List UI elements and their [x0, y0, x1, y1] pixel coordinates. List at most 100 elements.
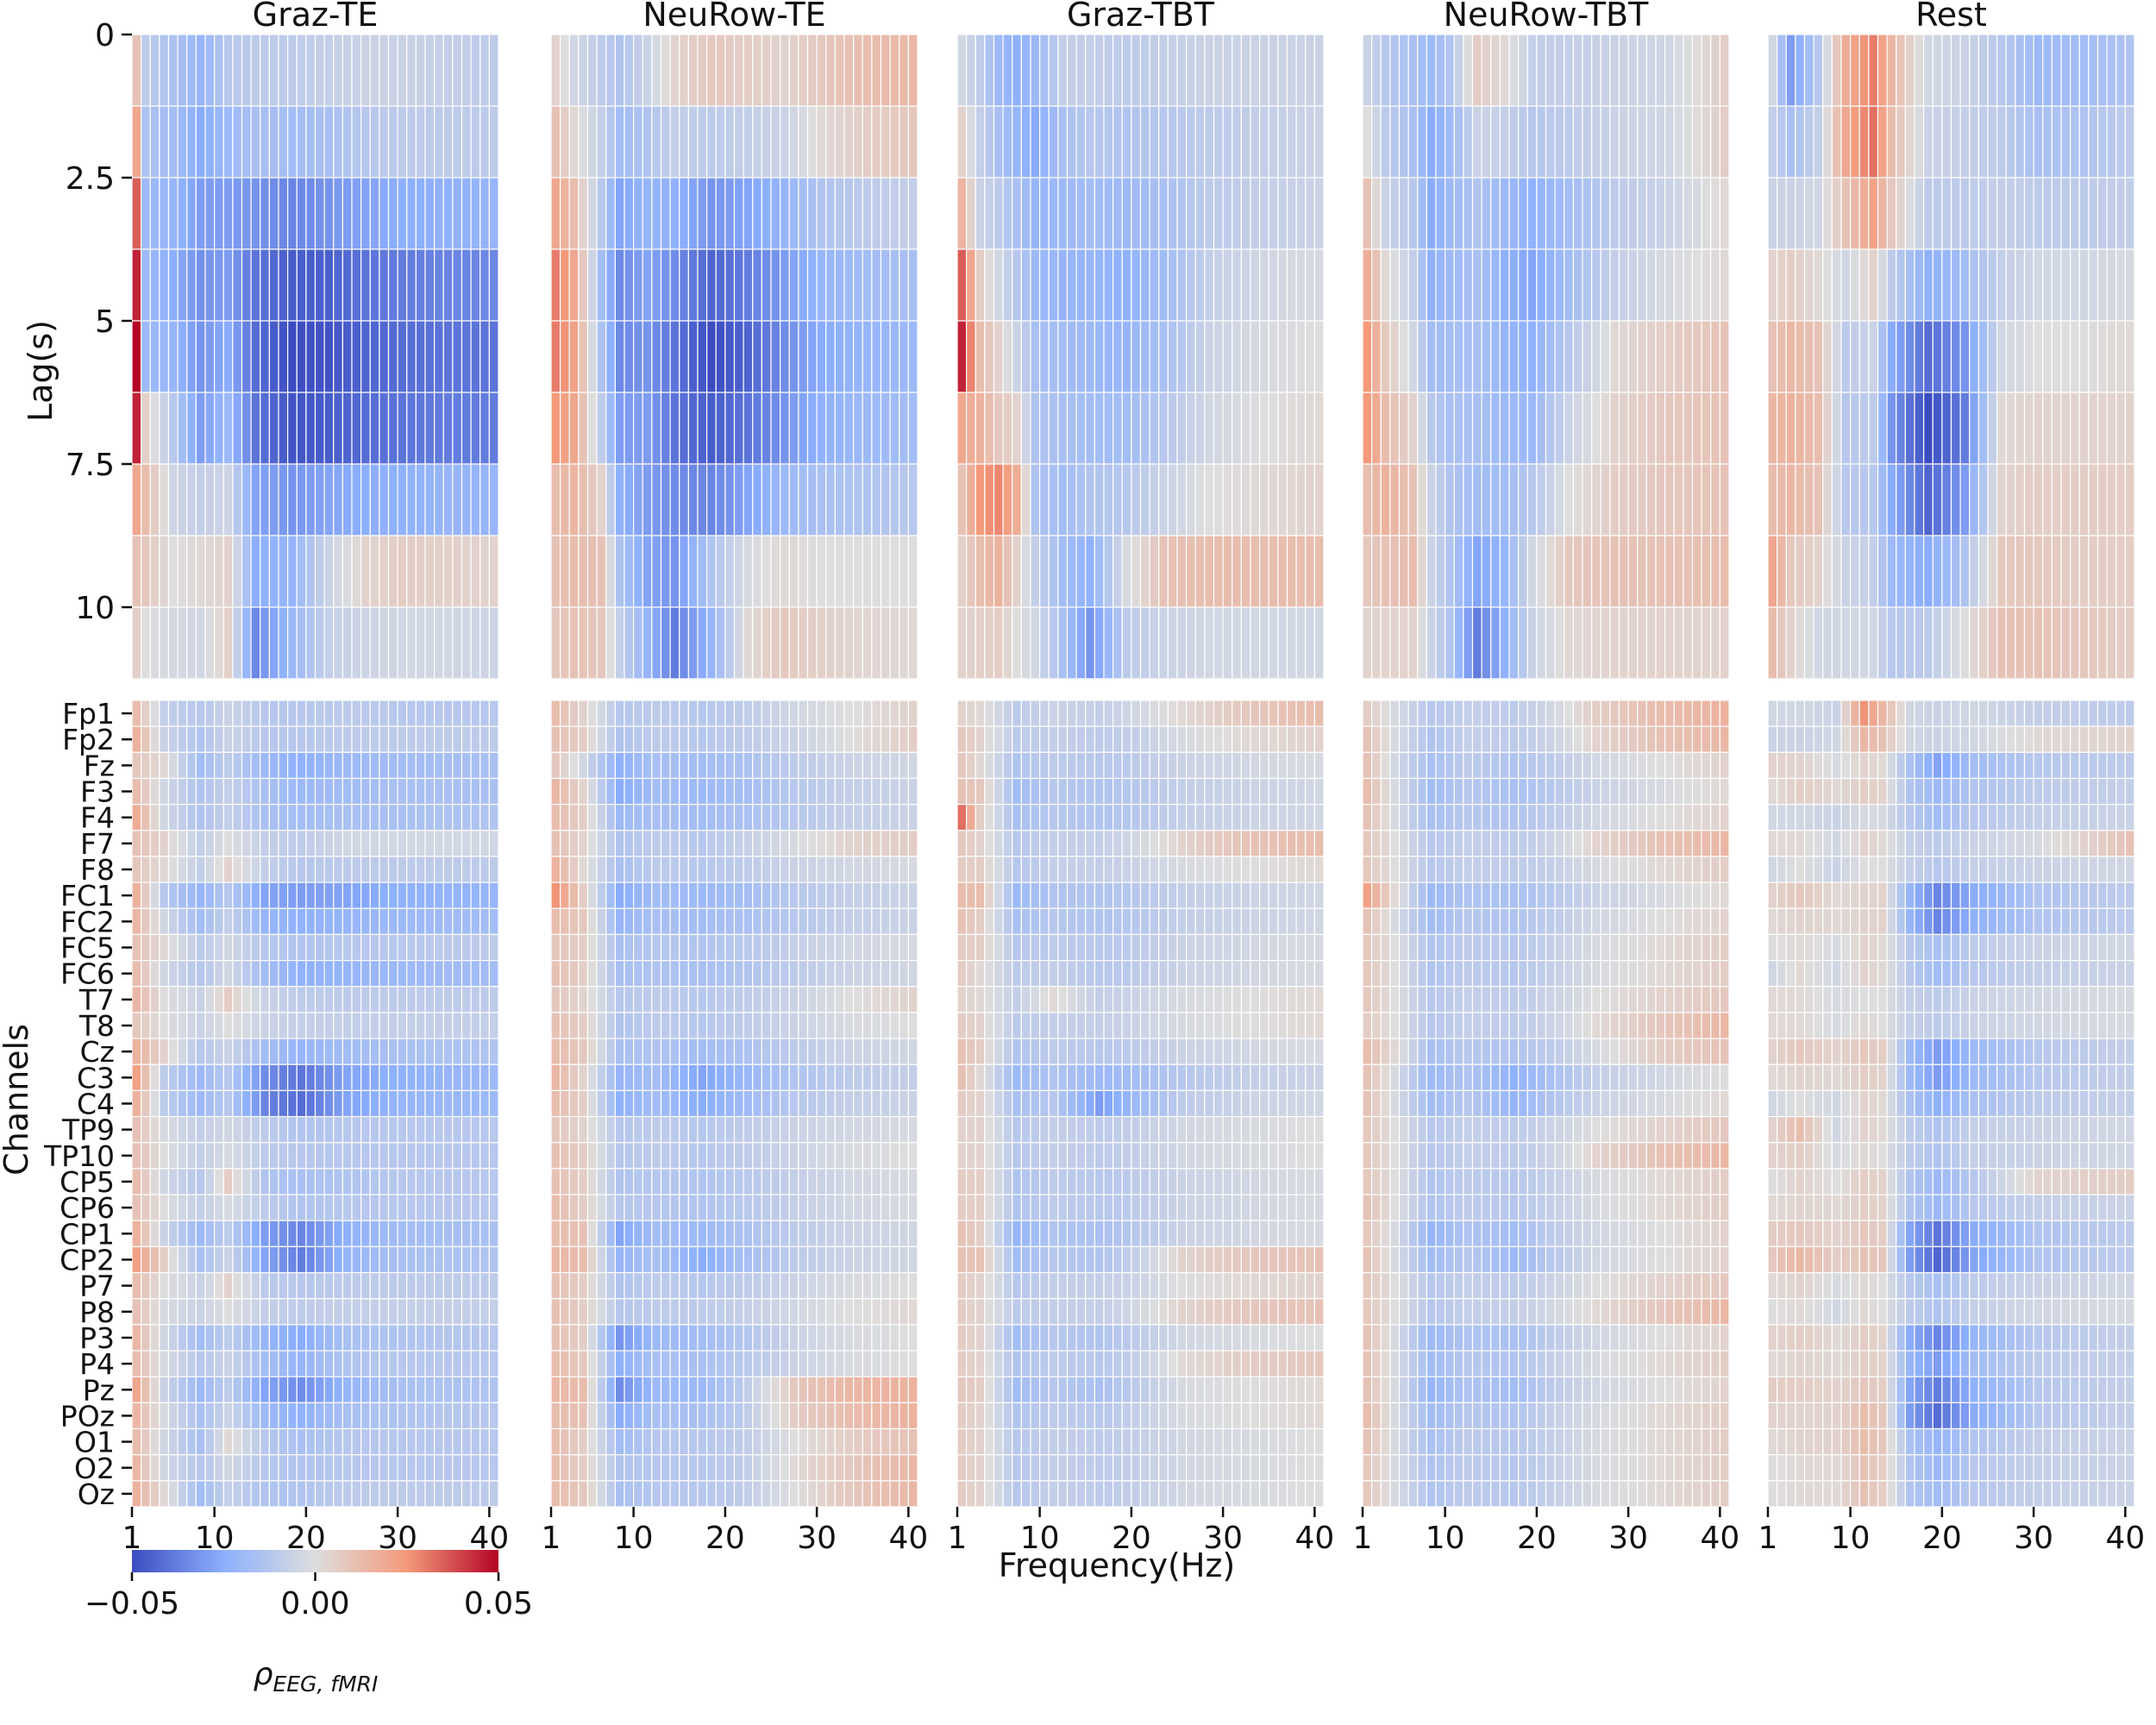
channel-cell	[1158, 1038, 1169, 1065]
channel-cell	[268, 1402, 279, 1430]
lag-cell	[1066, 248, 1077, 322]
channel-cell	[214, 1194, 224, 1221]
channel-cell	[578, 1012, 589, 1039]
channel-cell	[780, 1089, 790, 1118]
channel-cell	[305, 1142, 317, 1170]
channel-cell	[333, 856, 343, 883]
channel-cell	[743, 1038, 754, 1065]
channel-cell	[397, 1454, 408, 1482]
channel-cell	[899, 1402, 909, 1430]
channel-cell	[966, 1115, 976, 1144]
channel-cell	[578, 1402, 589, 1430]
channel-cell	[687, 1168, 699, 1195]
lag-cell	[2042, 392, 2053, 465]
lag-cell	[853, 463, 863, 536]
lag-cell	[360, 177, 371, 250]
channel-cell	[470, 1142, 481, 1170]
channel-cell	[1295, 751, 1307, 780]
lag-cell	[889, 606, 900, 680]
channel-cell	[1121, 1038, 1132, 1065]
channel-cell	[250, 1245, 261, 1274]
channel-cell	[342, 856, 353, 883]
channel-cell	[633, 1194, 643, 1221]
channel-cell	[186, 751, 197, 780]
channel-cell	[149, 1298, 160, 1326]
channel-cell	[1085, 933, 1095, 962]
channel-cell	[141, 751, 151, 780]
channel-cell	[314, 960, 325, 988]
channel-cell	[1277, 1063, 1288, 1092]
channel-cell	[633, 1168, 643, 1195]
channel-cell	[488, 804, 499, 831]
lag-cell	[1426, 392, 1437, 465]
lag-cell	[167, 248, 179, 322]
channel-cell	[1213, 960, 1224, 988]
lag-cell	[1453, 248, 1464, 322]
channel-cell	[880, 1245, 891, 1274]
channel-cell	[687, 1271, 699, 1300]
channel-cell	[1085, 881, 1095, 909]
channel-cell	[159, 907, 170, 936]
lag-cell	[434, 34, 444, 107]
lag-cell	[871, 177, 882, 250]
channel-cell	[159, 1376, 170, 1403]
lag-cell	[1240, 392, 1251, 465]
channel-cell	[651, 830, 662, 857]
lag-cell	[1499, 606, 1510, 680]
channel-cell	[397, 1038, 408, 1065]
lag-cell	[1896, 463, 1906, 536]
channel-cell	[342, 907, 353, 936]
channel-cell	[743, 725, 754, 753]
channel-cell	[479, 856, 490, 883]
channel-cell	[241, 1402, 252, 1430]
channel-cell	[871, 751, 882, 780]
channel-cell	[415, 1220, 426, 1247]
channel-cell	[1066, 856, 1077, 883]
lag-cell	[2051, 463, 2062, 536]
channel-cell	[479, 1245, 490, 1274]
channel-cell	[1149, 1063, 1160, 1092]
channel-cell	[296, 1271, 307, 1300]
lag-cell	[1176, 535, 1188, 608]
channel-heatmap-0	[131, 699, 499, 1508]
channel-cell	[369, 804, 380, 831]
channel-cell	[1232, 1115, 1242, 1144]
channel-cell	[1213, 751, 1224, 780]
channel-cell	[167, 1245, 179, 1274]
channel-cell	[250, 1115, 261, 1144]
lag-cell	[1996, 606, 2007, 680]
channel-cell	[586, 1271, 598, 1300]
lag-cell	[2060, 177, 2071, 250]
channel-cell	[287, 1402, 298, 1430]
channel-cell	[843, 1012, 855, 1039]
lag-heatmap-4	[1767, 34, 2135, 680]
channel-cell	[651, 804, 662, 831]
channel-cell	[1176, 1063, 1188, 1092]
lag-cell	[843, 320, 855, 393]
channel-cell	[880, 1142, 891, 1170]
channel-cell	[406, 1324, 417, 1352]
lag-cell	[1950, 392, 1961, 465]
lag-cell	[2023, 320, 2034, 393]
channel-cell	[442, 725, 454, 753]
channel-cell	[131, 1427, 142, 1456]
channel-cell	[843, 1271, 855, 1300]
channel-cell	[1094, 725, 1105, 753]
lag-cell	[222, 535, 234, 608]
lag-cell	[1445, 606, 1455, 680]
lag-cell	[1232, 105, 1242, 179]
channel-cell	[568, 1324, 580, 1352]
channel-cell	[149, 1168, 160, 1195]
channel-cell	[697, 1324, 708, 1352]
lag-cell	[241, 177, 252, 250]
lag-cell	[568, 320, 580, 393]
lag-cell	[788, 248, 799, 322]
channel-cell	[1305, 881, 1315, 909]
channel-cell	[1295, 881, 1307, 909]
lag-cell	[1057, 320, 1069, 393]
lag-cell	[1618, 606, 1629, 680]
lag-cell	[1868, 320, 1879, 393]
channel-cell	[871, 960, 882, 988]
lag-cell	[1030, 320, 1041, 393]
channel-cell	[1158, 881, 1169, 909]
